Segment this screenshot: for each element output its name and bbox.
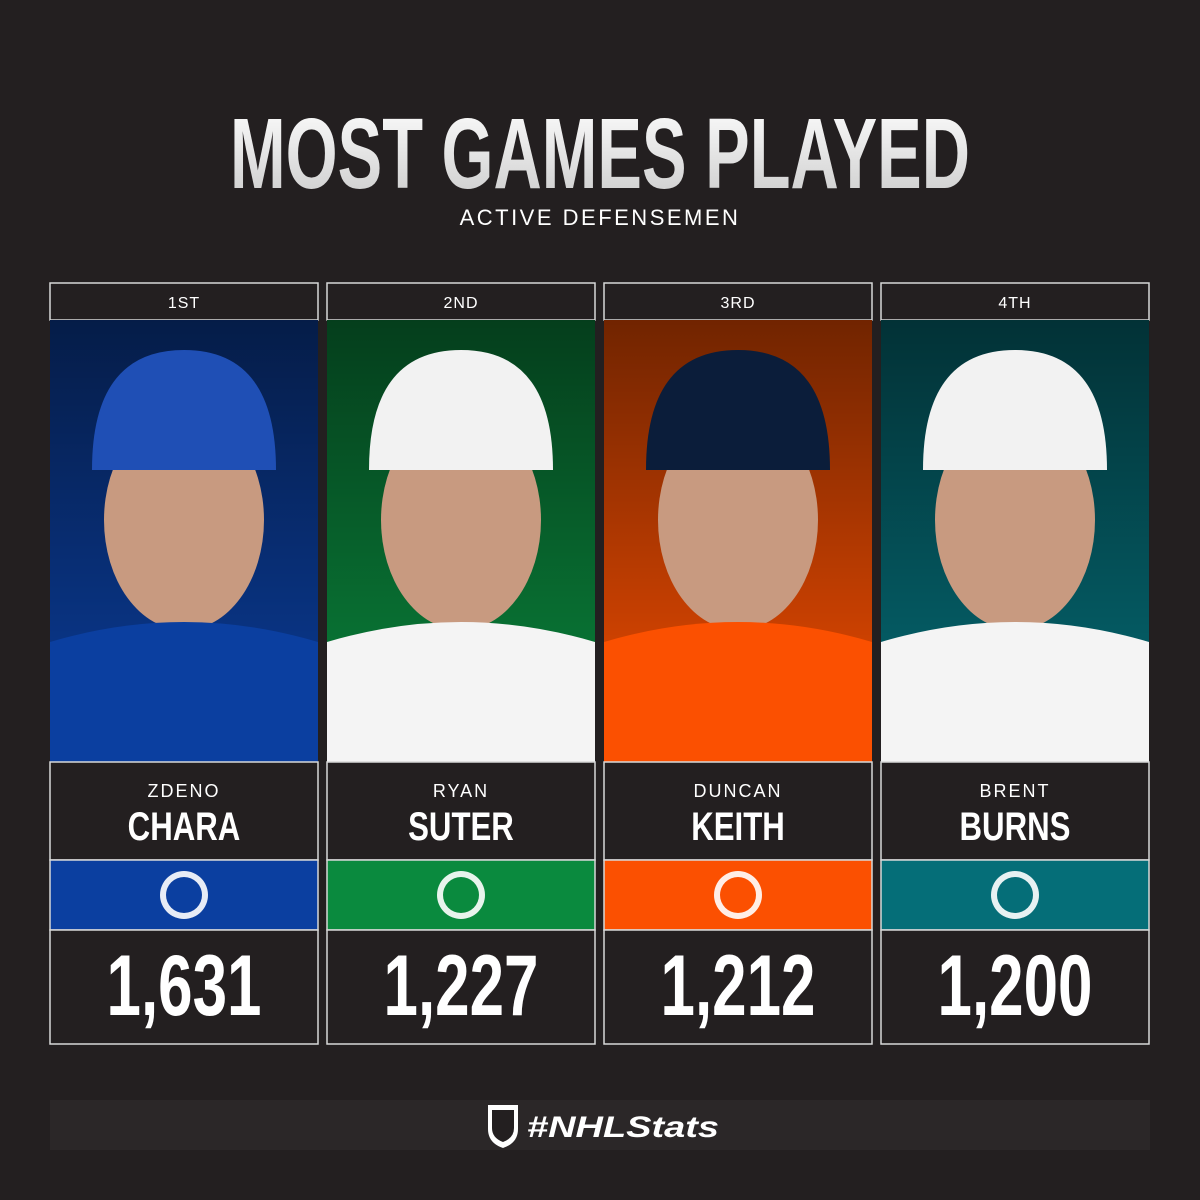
rank: 4TH bbox=[998, 295, 1031, 312]
games-box bbox=[49, 929, 319, 1045]
first-name: RYAN bbox=[433, 781, 489, 801]
name-box bbox=[49, 761, 319, 861]
team-logo-inner bbox=[166, 877, 202, 913]
first-name: BRENT bbox=[979, 781, 1050, 801]
rank-box bbox=[326, 282, 596, 321]
games-box bbox=[326, 929, 596, 1045]
helmet bbox=[923, 350, 1107, 470]
title: MOST GAMES PLAYED bbox=[230, 98, 970, 210]
nhl-logo-inner bbox=[492, 1110, 514, 1142]
jersey bbox=[327, 622, 595, 762]
games-box bbox=[603, 929, 873, 1045]
last-name: CHARA bbox=[128, 804, 241, 849]
last-name: SUTER bbox=[408, 804, 514, 849]
last-name: KEITH bbox=[691, 804, 785, 849]
team-logo-inner bbox=[720, 877, 756, 913]
helmet bbox=[369, 350, 553, 470]
games: 1,631 bbox=[107, 937, 262, 1033]
first-name: DUNCAN bbox=[693, 781, 782, 801]
name-box bbox=[326, 761, 596, 861]
rank-box bbox=[49, 282, 319, 321]
games: 1,227 bbox=[384, 937, 539, 1033]
jersey bbox=[881, 622, 1149, 762]
subtitle: ACTIVE DEFENSEMEN bbox=[460, 205, 741, 230]
helmet bbox=[92, 350, 276, 470]
rank: 1ST bbox=[168, 295, 200, 312]
games: 1,200 bbox=[938, 937, 1093, 1033]
jersey bbox=[604, 622, 872, 762]
footer-bar bbox=[50, 1100, 1150, 1150]
team-logo-inner bbox=[443, 877, 479, 913]
jersey bbox=[50, 622, 318, 762]
rank-box bbox=[603, 282, 873, 321]
last-name: BURNS bbox=[960, 804, 1071, 849]
games-box bbox=[880, 929, 1150, 1045]
helmet bbox=[646, 350, 830, 470]
name-box bbox=[603, 761, 873, 861]
hashtag: #NHLStats bbox=[527, 1111, 719, 1144]
rank-box bbox=[880, 282, 1150, 321]
first-name: ZDENO bbox=[148, 781, 221, 801]
team-logo-inner bbox=[997, 877, 1033, 913]
rank: 2ND bbox=[443, 295, 478, 312]
cards: 1ST ZDENO CHARA 1,631 2ND RYAN SUTER 1,227 3RD DU… bbox=[49, 282, 1150, 1045]
games: 1,212 bbox=[661, 937, 816, 1033]
rank: 3RD bbox=[720, 295, 755, 312]
